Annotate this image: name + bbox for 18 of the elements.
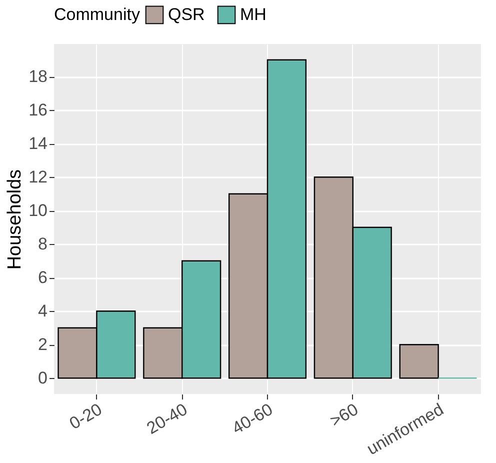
y-tick-label: 8	[38, 234, 48, 254]
y-tick-label: 0	[38, 368, 48, 388]
y-tick-label: 14	[28, 134, 48, 154]
y-tick-label: 2	[38, 335, 48, 354]
x-tick-label: 40-60	[228, 400, 276, 438]
legend-title: Community	[54, 5, 140, 24]
x-tick-label: >60	[326, 400, 362, 431]
y-tick-label: 12	[28, 168, 48, 187]
y-tick-label: 10	[28, 201, 48, 220]
y-tick-label: 18	[28, 67, 48, 86]
y-tick-label: 6	[38, 268, 48, 288]
legend-label: QSR	[168, 4, 205, 24]
bar	[399, 344, 439, 379]
y-tick-label: 4	[38, 302, 48, 321]
legend-label: MH	[240, 4, 266, 24]
y-axis-title: Households	[4, 169, 26, 270]
x-tick-label: 0-20	[66, 400, 106, 434]
y-tick-label: 16	[28, 100, 48, 120]
